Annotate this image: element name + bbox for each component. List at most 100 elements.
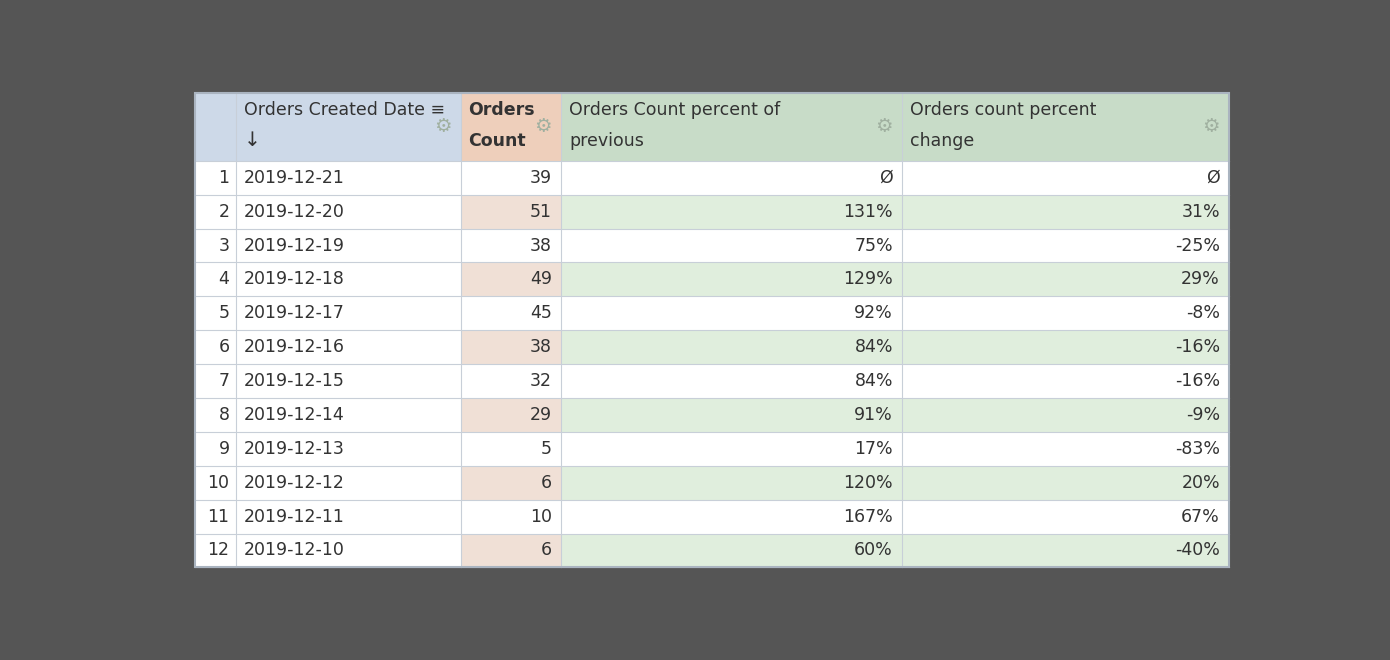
Bar [196, 161, 236, 195]
Bar [236, 466, 460, 500]
Bar [902, 228, 1229, 263]
Bar [236, 263, 460, 296]
Text: 8: 8 [218, 406, 229, 424]
Bar [562, 93, 902, 161]
Bar [196, 263, 236, 296]
Text: 2019-12-12: 2019-12-12 [243, 474, 345, 492]
Bar [196, 432, 236, 466]
Text: -8%: -8% [1186, 304, 1220, 322]
Bar [236, 330, 460, 364]
Bar [196, 195, 236, 228]
Text: 20%: 20% [1182, 474, 1220, 492]
Text: 2: 2 [218, 203, 229, 220]
Bar [902, 398, 1229, 432]
Text: 5: 5 [541, 440, 552, 458]
Bar [236, 432, 460, 466]
Bar [196, 330, 236, 364]
Bar [562, 195, 902, 228]
Bar [902, 93, 1229, 161]
Bar [460, 432, 562, 466]
Text: ↓: ↓ [243, 131, 260, 150]
Text: 49: 49 [530, 271, 552, 288]
Text: 45: 45 [530, 304, 552, 322]
Text: Orders: Orders [468, 101, 535, 119]
Text: 2019-12-16: 2019-12-16 [243, 338, 345, 356]
Bar [460, 500, 562, 533]
Bar [236, 533, 460, 568]
Bar [236, 500, 460, 533]
Text: 38: 38 [530, 236, 552, 255]
Text: 7: 7 [218, 372, 229, 390]
Text: 91%: 91% [855, 406, 892, 424]
Bar [196, 228, 236, 263]
Bar [236, 364, 460, 398]
Bar [460, 296, 562, 330]
Text: 9: 9 [218, 440, 229, 458]
Text: 6: 6 [541, 541, 552, 560]
Bar [562, 263, 902, 296]
Bar [562, 161, 902, 195]
Text: 6: 6 [218, 338, 229, 356]
Text: 2019-12-11: 2019-12-11 [243, 508, 345, 525]
Text: Orders count percent: Orders count percent [910, 101, 1097, 119]
Text: 75%: 75% [855, 236, 892, 255]
Text: 39: 39 [530, 169, 552, 187]
Text: 2019-12-20: 2019-12-20 [243, 203, 345, 220]
Bar [902, 330, 1229, 364]
Text: 2019-12-17: 2019-12-17 [243, 304, 345, 322]
Bar [460, 93, 562, 161]
Bar [460, 398, 562, 432]
Bar [562, 296, 902, 330]
Text: 32: 32 [530, 372, 552, 390]
Text: 38: 38 [530, 338, 552, 356]
Text: 11: 11 [207, 508, 229, 525]
Text: 2019-12-21: 2019-12-21 [243, 169, 345, 187]
Text: 60%: 60% [855, 541, 892, 560]
Bar [460, 533, 562, 568]
Bar [902, 533, 1229, 568]
Text: 2019-12-15: 2019-12-15 [243, 372, 345, 390]
Text: 10: 10 [207, 474, 229, 492]
Bar [902, 500, 1229, 533]
Text: 1: 1 [218, 169, 229, 187]
Text: 10: 10 [530, 508, 552, 525]
Text: 6: 6 [541, 474, 552, 492]
Text: 29%: 29% [1182, 271, 1220, 288]
Bar [460, 161, 562, 195]
Text: 120%: 120% [844, 474, 892, 492]
Bar [562, 500, 902, 533]
Bar [902, 195, 1229, 228]
Text: change: change [910, 132, 974, 150]
Text: 129%: 129% [844, 271, 892, 288]
Text: 131%: 131% [844, 203, 892, 220]
Bar [196, 398, 236, 432]
Bar [196, 500, 236, 533]
Bar [236, 296, 460, 330]
Text: 51: 51 [530, 203, 552, 220]
Text: 167%: 167% [844, 508, 892, 525]
Bar [902, 296, 1229, 330]
Text: Ø: Ø [880, 169, 892, 187]
Bar [460, 330, 562, 364]
Text: 2019-12-14: 2019-12-14 [243, 406, 345, 424]
Bar [562, 364, 902, 398]
Bar [196, 296, 236, 330]
Text: -25%: -25% [1175, 236, 1220, 255]
Bar [562, 228, 902, 263]
Text: previous: previous [569, 132, 644, 150]
Bar [902, 364, 1229, 398]
Bar [460, 263, 562, 296]
Bar [460, 195, 562, 228]
Bar [460, 364, 562, 398]
Bar [196, 466, 236, 500]
Text: 17%: 17% [855, 440, 892, 458]
Bar [236, 398, 460, 432]
Bar [562, 398, 902, 432]
Text: Count: Count [468, 132, 525, 150]
Bar [562, 432, 902, 466]
Text: ⚙: ⚙ [434, 117, 452, 137]
Text: 92%: 92% [855, 304, 892, 322]
Text: 67%: 67% [1182, 508, 1220, 525]
Text: -16%: -16% [1175, 338, 1220, 356]
Text: 5: 5 [218, 304, 229, 322]
